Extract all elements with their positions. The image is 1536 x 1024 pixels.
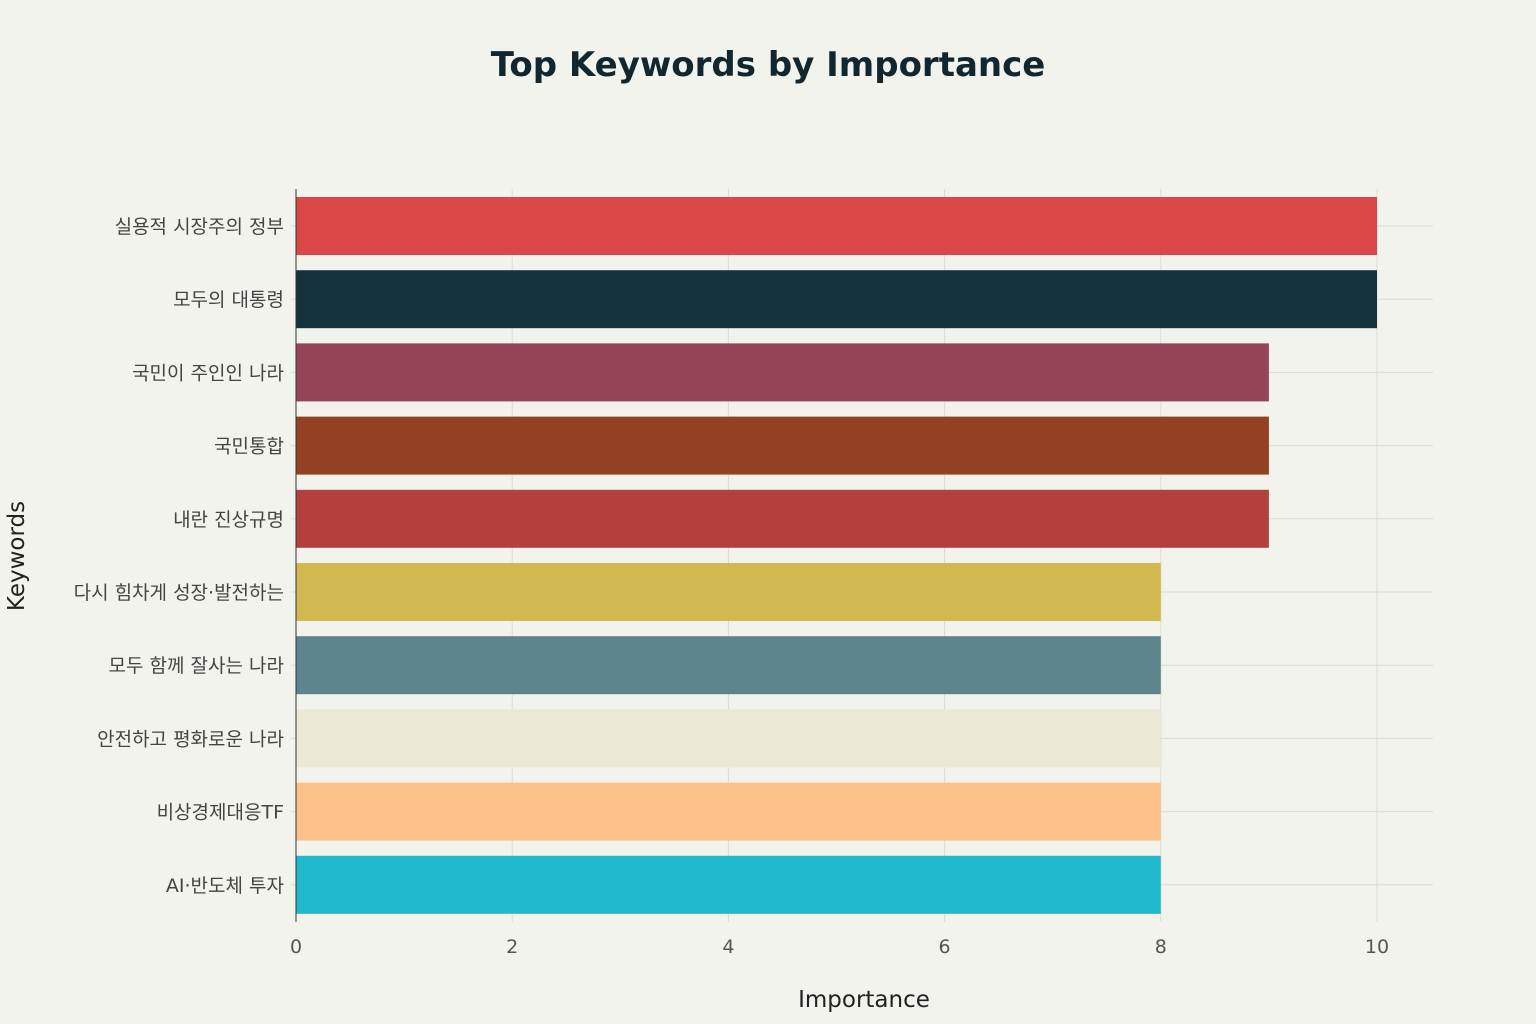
y-tick-label: 실용적 시장주의 정부 xyxy=(115,216,284,238)
bars xyxy=(296,197,1377,914)
bar xyxy=(296,197,1377,255)
y-tick-label: AI·반도체 투자 xyxy=(166,875,284,897)
y-tick-label: 다시 힘차게 성장·발전하는 xyxy=(74,582,284,604)
bar xyxy=(296,855,1161,914)
y-tick-label: 국민통합 xyxy=(214,436,284,458)
y-tick-label: 국민이 주인인 나라 xyxy=(132,362,284,384)
bar xyxy=(296,270,1377,329)
x-tick-label: 4 xyxy=(722,936,734,958)
x-axis: 0 2 4 6 8 10 xyxy=(290,936,1389,958)
y-tick-label: 내란 진상규명 xyxy=(173,509,284,531)
bar xyxy=(296,489,1269,548)
x-axis-title: Importance xyxy=(798,987,930,1013)
y-tick-label: 모두 함께 잘사는 나라 xyxy=(109,655,284,677)
y-tick-label: 비상경제대응TF xyxy=(157,802,284,824)
bar xyxy=(296,636,1161,695)
x-tick-label: 0 xyxy=(290,936,302,958)
y-axis-title: Keywords xyxy=(4,501,30,611)
x-tick-label: 8 xyxy=(1155,936,1167,958)
y-tick-label: 모두의 대통령 xyxy=(173,289,284,311)
bar xyxy=(296,782,1161,841)
y-tick-label: 안전하고 평화로운 나라 xyxy=(97,728,284,750)
chart-title: Top Keywords by Importance xyxy=(491,45,1046,85)
x-tick-label: 6 xyxy=(939,936,951,958)
bar xyxy=(296,709,1161,768)
bar xyxy=(296,416,1269,475)
x-tick-label: 10 xyxy=(1365,936,1389,958)
x-tick-label: 2 xyxy=(506,936,518,958)
bar xyxy=(296,563,1161,621)
bar xyxy=(296,343,1269,402)
